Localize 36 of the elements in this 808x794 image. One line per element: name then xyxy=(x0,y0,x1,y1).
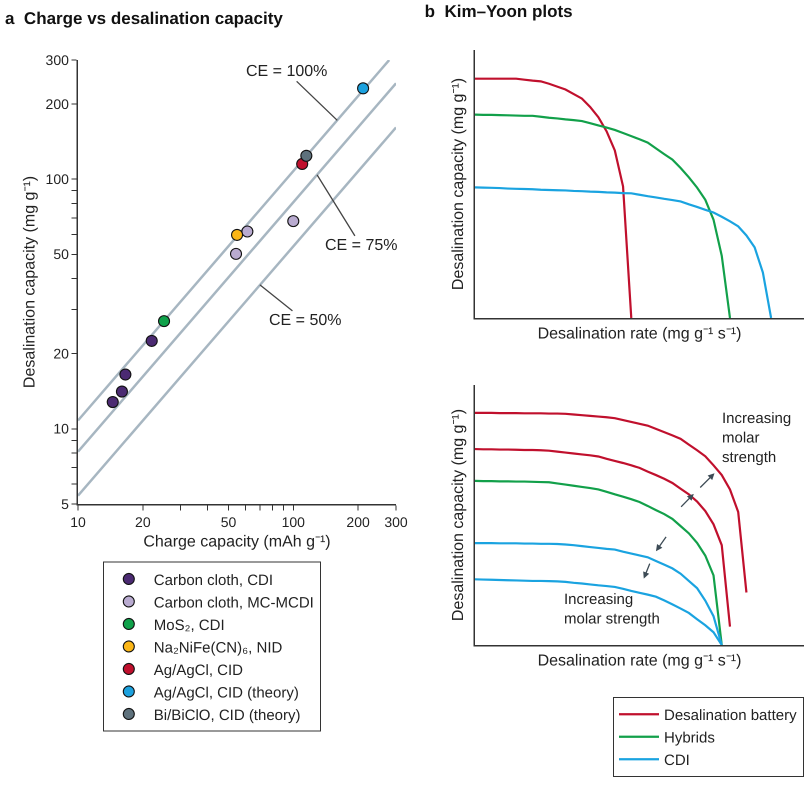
legend-label: MoS₂, CDI xyxy=(154,616,225,634)
legend-label: Ag/AgCl, CID (theory) xyxy=(154,684,299,702)
x-tick-label: 200 xyxy=(346,514,370,530)
annotation: Increasing molar strength xyxy=(564,591,660,628)
x-axis-title: Charge capacity (mAh g⁻¹) xyxy=(143,534,331,551)
y-tick-label: 5 xyxy=(61,496,70,512)
annotation: CE = 75% xyxy=(325,237,398,254)
y-axis-title: Desalination capacity (mg g⁻¹) xyxy=(450,78,467,290)
y-tick-label: 10 xyxy=(53,420,70,437)
legend-label: Ag/AgCl, CID xyxy=(154,662,244,679)
legend-label: Carbon cloth, CDI xyxy=(154,572,274,589)
x-tick-label: 10 xyxy=(70,514,86,530)
annotation: CE = 50% xyxy=(269,312,342,329)
legend-label: Desalination battery xyxy=(664,707,798,724)
y-tick-label: 200 xyxy=(46,96,70,112)
legend-label: CDI xyxy=(664,752,690,770)
x-tick-label: 50 xyxy=(220,514,236,530)
x-tick-label: 20 xyxy=(135,514,151,530)
chart-title: a Charge vs desalination capacity xyxy=(5,8,284,28)
annotation: CE = 100% xyxy=(246,63,328,80)
x-axis-title: Desalination rate (mg g⁻¹ s⁻¹) xyxy=(538,326,742,343)
chart-title: b Kim–Yoon plots xyxy=(424,2,573,22)
y-axis-title: Desalination capacity (mg g⁻¹) xyxy=(450,408,467,622)
x-tick-label: 100 xyxy=(282,514,306,530)
legend-label: Carbon cloth, MC-MCDI xyxy=(154,594,314,612)
x-axis-title: Desalination rate (mg g⁻¹ s⁻¹) xyxy=(538,652,742,670)
y-tick-label: 100 xyxy=(46,171,70,188)
legend-label: Hybrids xyxy=(664,730,715,747)
y-tick-label: 20 xyxy=(53,346,70,362)
y-tick-label: 50 xyxy=(53,246,70,262)
legend-label: Na₂NiFe(CN)₆, NID xyxy=(154,639,283,656)
x-tick-label: 300 xyxy=(384,514,408,530)
legend-label: Bi/BiClO, CID (theory) xyxy=(154,706,301,724)
y-axis-title: Desalination capacity (mg g⁻¹) xyxy=(22,176,39,388)
y-tick-label: 300 xyxy=(46,52,70,68)
annotation: Increasing molar strength xyxy=(722,410,792,466)
